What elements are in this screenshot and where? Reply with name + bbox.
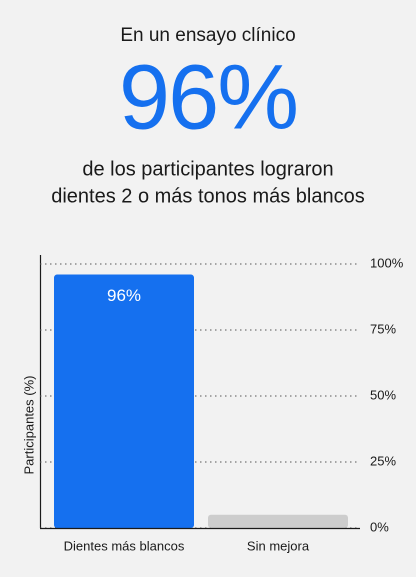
y-tick-label: 0%	[370, 519, 389, 534]
description-line: de los participantes lograron	[82, 158, 333, 180]
y-tick-label: 100%	[370, 255, 404, 270]
x-tick-label: Sin mejora	[247, 538, 310, 553]
intro: En un ensayo clínico	[120, 25, 295, 46]
bar	[208, 514, 348, 528]
description-line: dientes 2 o más tonos más blancos	[51, 185, 365, 207]
value-label: 96%	[107, 286, 141, 305]
headline-stat: 96%	[119, 46, 297, 148]
y-tick-label: 75%	[370, 321, 396, 336]
bar	[54, 274, 194, 528]
y-tick-label: 50%	[370, 387, 396, 402]
y-tick-label: 25%	[370, 453, 396, 468]
y-axis-label: Participantes (%)	[21, 376, 36, 475]
x-tick-label: Dientes más blancos	[64, 538, 185, 553]
